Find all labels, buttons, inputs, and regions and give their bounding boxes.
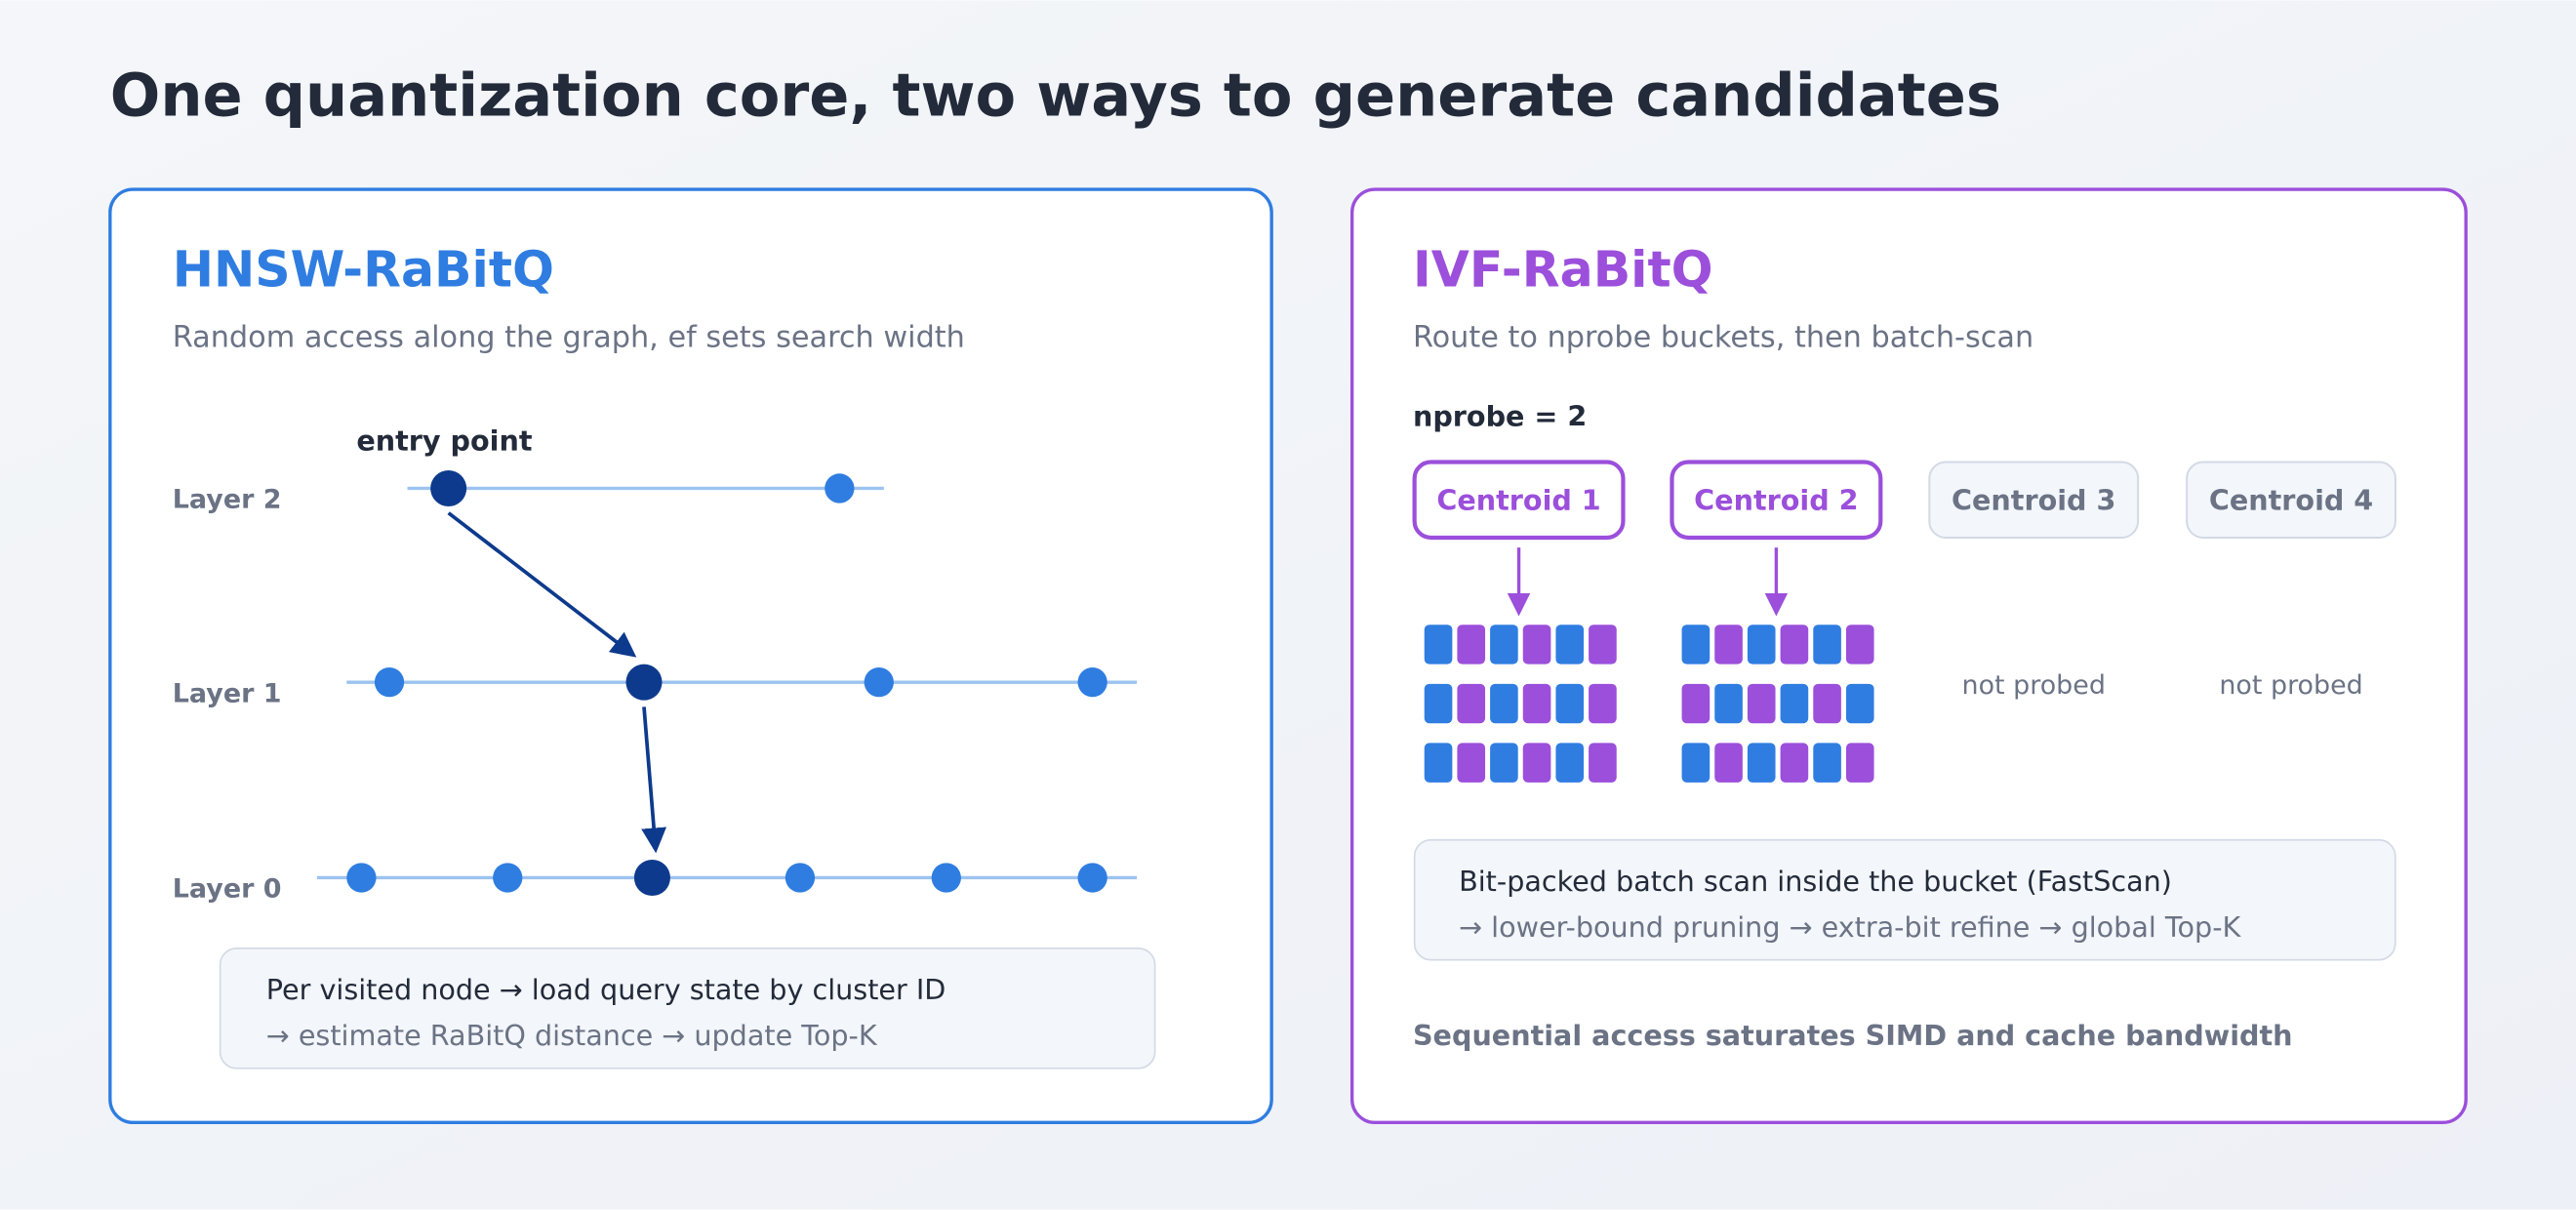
entry-label: entry point [356, 424, 532, 458]
graph-node [931, 863, 961, 893]
graph-node [430, 469, 467, 506]
code-cell [1490, 625, 1518, 665]
graph-node [374, 666, 405, 698]
panel-title: HNSW-RaBitQ [173, 240, 554, 298]
code-cell [1424, 743, 1453, 783]
code-cell [1589, 625, 1617, 665]
note-box [1413, 838, 2396, 961]
code-cell [1589, 683, 1617, 724]
graph-node [1077, 666, 1107, 698]
graph-node [633, 859, 670, 897]
code-cell [1555, 743, 1585, 783]
graph-node [1077, 863, 1107, 893]
panel-title: IVF-RaBitQ [1413, 240, 1713, 298]
code-cell [1714, 683, 1743, 724]
graph-node [493, 863, 523, 893]
code-cell [1490, 743, 1518, 783]
code-cell [1747, 743, 1776, 783]
code-cell [1457, 625, 1486, 665]
code-cell [1589, 743, 1617, 783]
code-cell [1522, 743, 1551, 783]
layer-label: Layer 1 [173, 678, 282, 708]
code-cell [1457, 743, 1486, 783]
note-box [219, 948, 1156, 1069]
layer-label: Layer 0 [173, 874, 282, 905]
layer-label: Layer 2 [173, 485, 282, 515]
centroid-box [1412, 460, 1626, 541]
centroid-label: Centroid 1 [1436, 483, 1600, 516]
footer: Sequential access saturates SIMD and cac… [1413, 1019, 2293, 1052]
arrow [447, 511, 637, 658]
centroid-label: Centroid 3 [1952, 483, 2115, 516]
graph-node [864, 666, 894, 698]
centroid-box [1670, 460, 1883, 541]
code-cell [1555, 683, 1585, 724]
note-line: → lower-bound pruning → extra-bit refine… [1459, 910, 2241, 944]
code-cell [1845, 625, 1874, 665]
centroid-box [2186, 461, 2396, 539]
code-cell [1747, 625, 1776, 665]
code-cell [1780, 683, 1809, 724]
graph-node [825, 473, 855, 504]
panel-subtitle: Random access along the graph, ef sets s… [173, 321, 965, 355]
centroid-label: Centroid 2 [1694, 483, 1858, 516]
code-cell [1813, 683, 1841, 724]
code-cell [1813, 625, 1841, 665]
code-cell [1681, 683, 1711, 724]
code-cell [1845, 743, 1874, 783]
code-cell [1555, 625, 1585, 665]
code-cell [1457, 683, 1486, 724]
code-cell [1845, 683, 1874, 724]
note-line: Bit-packed batch scan inside the bucket … [1459, 865, 2172, 898]
page-title: One quantization core, two ways to gener… [110, 61, 2001, 130]
centroid-box [1928, 461, 2140, 539]
code-cell [1714, 625, 1743, 665]
code-cell [1714, 743, 1743, 783]
graph-node [625, 664, 663, 701]
code-cell [1780, 625, 1809, 665]
centroids: Centroid 1 Centroid 2 Centroid 3 not probed… [1412, 460, 2396, 783]
code-cell [1681, 743, 1711, 783]
code-cell [1522, 683, 1551, 724]
code-cell [1780, 743, 1809, 783]
centroid-label: Centroid 4 [2209, 483, 2373, 516]
graph-node [785, 863, 816, 893]
graph-node [346, 863, 377, 893]
panel-subtitle: Route to nprobe buckets, then batch-scan [1413, 321, 2033, 355]
code-cell [1424, 683, 1453, 724]
code-cell [1681, 625, 1711, 665]
arrow [641, 706, 667, 854]
nprobe-label: nprobe = 2 [1413, 399, 1587, 432]
graph [316, 469, 1138, 897]
code-cell [1490, 683, 1518, 724]
note-line: → estimate RaBitQ distance → update Top-… [266, 1019, 878, 1052]
note-line: Per visited node → load query state by c… [266, 973, 946, 1006]
code-cell [1813, 743, 1841, 783]
panel [108, 187, 1273, 1125]
status-label: not probed [1962, 670, 2106, 701]
code-cell [1522, 625, 1551, 665]
status-label: not probed [2219, 670, 2362, 701]
code-cell [1424, 625, 1453, 665]
code-cell [1747, 683, 1776, 724]
